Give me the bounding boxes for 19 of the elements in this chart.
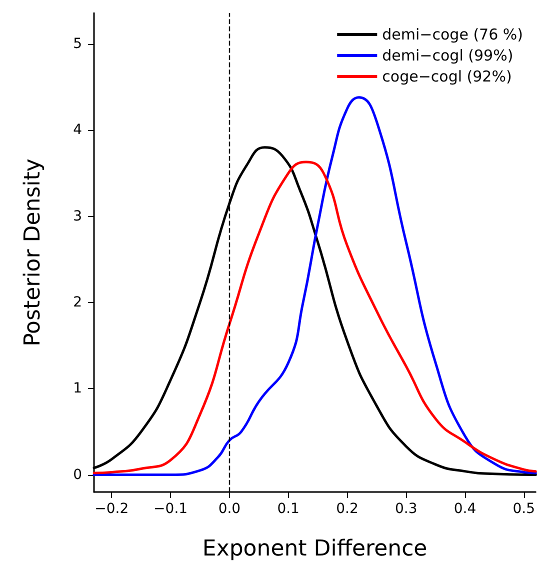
y-tick-label: 3	[73, 208, 82, 224]
x-tick-label: −0.2	[94, 501, 129, 517]
y-tick-label: 0	[73, 466, 82, 483]
y-tick-label: 1	[73, 380, 82, 397]
x-tick-label: 0.4	[454, 501, 476, 517]
x-tick-label: 0.0	[218, 501, 241, 517]
legend-label: coge−cogl (92%)	[382, 68, 512, 86]
y-tick-label: 5	[73, 36, 82, 52]
x-tick-label: 0.2	[336, 501, 358, 517]
x-axis-title: Exponent Difference	[202, 536, 428, 562]
legend-label: demi−coge (76 %)	[382, 26, 524, 44]
x-tick-label: −0.1	[154, 501, 188, 517]
y-tick-label: 2	[73, 294, 82, 310]
y-axis-title: Posterior Density	[20, 158, 46, 346]
legend-label: demi−cogl (99%)	[382, 46, 514, 64]
x-tick-label: 0.5	[512, 501, 535, 517]
y-tick-label: 4	[73, 122, 82, 138]
x-tick-label: 0.3	[394, 501, 418, 517]
x-tick-label: 0.1	[277, 501, 300, 517]
